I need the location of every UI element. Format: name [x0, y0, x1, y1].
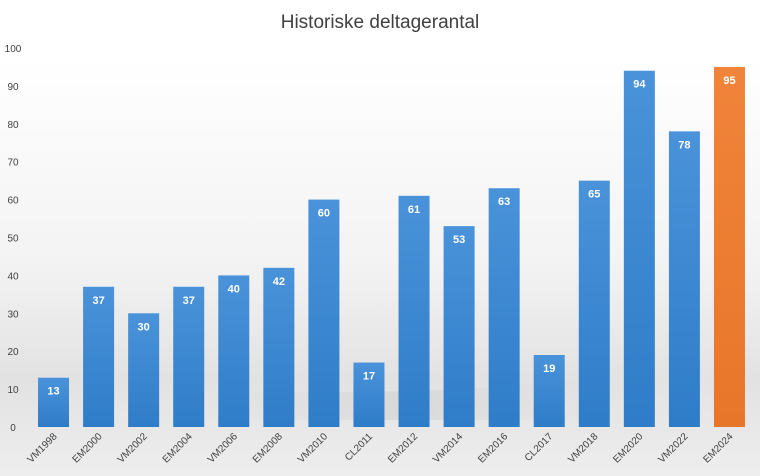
data-label-vm2010: 60 [318, 208, 330, 220]
x-tick-label-vm2006: VM2006 [206, 431, 240, 465]
bar-em2012 [398, 195, 430, 427]
chart-title: Historiske deltagerantal [281, 12, 480, 33]
data-label-cl2017: 19 [543, 363, 555, 375]
bars [38, 66, 745, 428]
bar-vm2006 [218, 275, 250, 427]
bar-cl2011 [353, 362, 385, 427]
x-axis-ticks: VM1998 EM2000 VM2002 EM2004 VM2006 EM2008 VM20… [26, 431, 736, 465]
data-label-vm2002: 30 [138, 321, 150, 333]
bar-em2000 [83, 286, 115, 427]
x-tick-label-em2012: EM2012 [386, 431, 420, 465]
bar-vm2010 [308, 199, 340, 427]
y-tick-label: 10 [7, 385, 19, 396]
y-tick-label: 50 [7, 234, 19, 245]
y-tick-label: 0 [10, 423, 16, 434]
x-tick-label-cl2017: CL2017 [523, 431, 556, 464]
bar-cl2017 [533, 354, 565, 427]
x-tick-label-em2016: EM2016 [476, 431, 510, 465]
data-label-vm1998: 13 [47, 386, 59, 398]
y-tick-label: 20 [7, 347, 19, 358]
x-tick-label-cl2011: CL2011 [343, 431, 375, 463]
y-tick-label: 90 [7, 82, 19, 93]
y-tick-label: 40 [7, 271, 19, 282]
data-label-vm2018: 65 [588, 189, 600, 201]
x-tick-label-em2004: EM2004 [161, 431, 195, 465]
x-tick-label-vm1998: VM1998 [26, 431, 60, 465]
x-tick-label-vm2002: VM2002 [116, 431, 150, 465]
y-tick-label: 100 [5, 44, 22, 55]
bar-vm2002 [128, 313, 160, 427]
data-label-em2008: 42 [273, 276, 285, 288]
x-tick-label-vm2010: VM2010 [296, 431, 330, 465]
y-tick-label: 60 [7, 196, 19, 207]
data-label-em2004: 37 [183, 295, 195, 307]
data-label-vm2014: 53 [453, 234, 465, 246]
data-label-em2016: 63 [498, 196, 510, 208]
data-label-em2012: 61 [408, 204, 420, 216]
bar-vm1998 [38, 377, 70, 427]
bar-em2004 [173, 286, 205, 427]
bar-em2008 [263, 267, 295, 427]
bar-vm2014 [443, 226, 475, 427]
data-label-em2020: 94 [633, 79, 646, 91]
bar-em2016 [488, 188, 520, 427]
y-tick-label: 30 [7, 309, 19, 320]
bar-em2020 [623, 70, 655, 428]
data-label-em2000: 37 [92, 295, 104, 307]
bar-vm2018 [578, 180, 610, 427]
y-tick-label: 70 [7, 158, 19, 169]
data-label-cl2011: 17 [363, 371, 375, 383]
y-tick-label: 80 [7, 120, 19, 131]
x-tick-label-em2000: EM2000 [71, 431, 105, 465]
data-label-vm2022: 78 [678, 139, 690, 151]
data-label-vm2006: 40 [228, 283, 240, 295]
x-tick-label-vm2014: VM2014 [431, 431, 465, 465]
x-tick-label-vm2022: VM2022 [656, 431, 690, 465]
data-label-em2024: 95 [723, 75, 735, 87]
data-labels: 13 37 30 37 40 42 60 17 61 53 63 19 65 94 78 95 [47, 75, 735, 398]
x-tick-label-em2024: EM2024 [701, 431, 735, 465]
bar-em2024 [713, 66, 745, 427]
y-axis-ticks: 0 10 20 30 40 50 60 70 80 90 100 [5, 44, 22, 434]
x-tick-label-em2020: EM2020 [611, 431, 645, 465]
bar-vm2022 [668, 131, 700, 427]
x-tick-label-vm2018: VM2018 [566, 431, 600, 465]
x-tick-label-em2008: EM2008 [251, 431, 285, 465]
